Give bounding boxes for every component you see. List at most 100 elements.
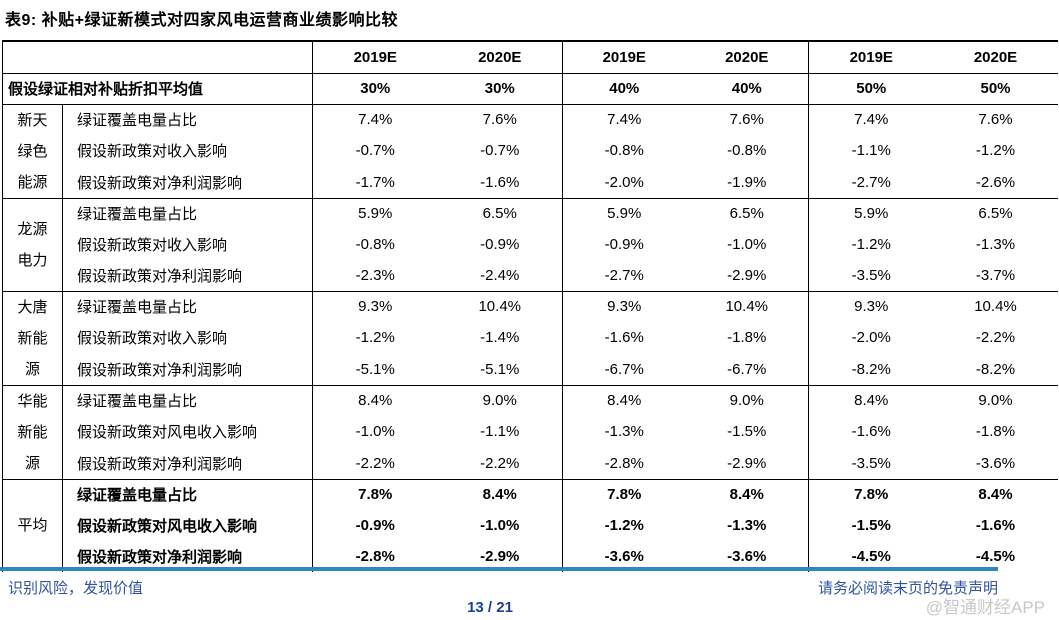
value-cell: -1.0% — [480, 517, 520, 534]
value-cell: 7.4% — [562, 104, 686, 136]
value-cell: -2.0% — [808, 322, 934, 354]
metric-label: 假设新政策对风电收入影响 — [77, 517, 258, 535]
value-cell: 7.6% — [978, 111, 1013, 129]
value-cell: 9.0% — [729, 392, 764, 410]
table-row: 假设新政策对净利润影响 -2.2% -2.2% -2.8% -2.9% -3.5% -3.6… — [3, 447, 1058, 479]
discount-value: 30% — [360, 80, 391, 97]
value-cell: 7.6% — [482, 111, 517, 129]
value-cell: -3.6% — [727, 548, 767, 565]
value-cell: -1.3% — [562, 416, 686, 448]
value-cell: -2.0% — [562, 166, 686, 198]
page-number: 13 / 21 — [467, 599, 513, 616]
watermark: @智通财经APP — [925, 598, 1045, 617]
year-header: 2019E — [808, 41, 934, 73]
corner-cell — [2, 41, 313, 73]
value-cell: -8.2% — [808, 353, 934, 385]
metric-label: 绿证覆盖电量占比 — [77, 298, 198, 317]
value-cell: 6.5% — [978, 205, 1013, 223]
value-cell: -1.6% — [975, 517, 1016, 534]
value-cell: -2.7% — [562, 260, 686, 291]
value-cell: -1.0% — [312, 416, 438, 448]
company-name: 新天 绿色 能源 — [2, 104, 63, 198]
company-name: 华能 新能 源 — [2, 385, 63, 479]
value-cell: 9.3% — [808, 291, 934, 323]
metric-label: 绿证覆盖电量占比 — [77, 111, 198, 130]
value-cell: -0.8% — [312, 229, 438, 260]
year-header: 2019E — [353, 48, 397, 66]
value-cell: -3.6% — [975, 454, 1016, 472]
table-header-row: 2019E 2020E 2019E 2020E 2019E 2020E — [2, 41, 1058, 73]
value-cell: -1.2% — [975, 142, 1016, 160]
value-cell: -1.6% — [562, 322, 686, 354]
value-cell: 6.5% — [729, 205, 764, 223]
value-cell: -2.8% — [562, 447, 686, 479]
comparison-table: 2019E 2020E 2019E 2020E 2019E 2020E 假设绿证… — [2, 40, 1058, 572]
value-cell: -1.7% — [312, 166, 438, 198]
value-cell: -2.9% — [727, 454, 767, 472]
table-row: 大唐 新能 源绿证覆盖电量占比 9.3% 10.4% 9.3% 10.4% 9.3% 10.… — [2, 291, 1058, 385]
metric-label: 假设新政策对净利润影响 — [77, 173, 243, 192]
value-cell: -4.5% — [808, 541, 934, 572]
year-header: 2020E — [725, 48, 769, 66]
value-cell: 5.9% — [808, 198, 934, 229]
discount-value: 50% — [980, 80, 1011, 97]
value-cell: 8.4% — [808, 385, 934, 417]
footer-divider-line — [0, 567, 998, 571]
value-cell: -2.9% — [480, 548, 520, 565]
value-cell: -2.2% — [312, 447, 438, 479]
value-cell: -1.9% — [727, 173, 767, 191]
value-cell: 10.4% — [478, 298, 522, 316]
year-header: 2020E — [973, 48, 1018, 66]
company-name: 龙源 电力 — [2, 198, 63, 291]
metric-label: 假设新政策对收入影响 — [77, 142, 228, 161]
value-cell: 9.3% — [312, 291, 438, 323]
metric-label: 绿证覆盖电量占比 — [77, 205, 198, 224]
year-header: 2019E — [562, 41, 686, 73]
value-cell: -0.9% — [312, 510, 438, 541]
table-row: 假设新政策对净利润影响 -1.7% -1.6% -2.0% -1.9% -2.7% -2.6… — [3, 166, 1058, 198]
value-cell: 8.4% — [562, 385, 686, 417]
value-cell: -0.9% — [562, 229, 686, 260]
value-cell: -2.6% — [975, 173, 1016, 191]
table-row: 假设新政策对净利润影响 -2.8% -2.9% -3.6% -3.6% -4.5% -4.5… — [3, 541, 1058, 572]
value-cell: -0.9% — [480, 236, 520, 253]
value-cell: 8.4% — [729, 486, 764, 504]
value-cell: 7.8% — [562, 479, 686, 510]
metric-label: 假设新政策对净利润影响 — [77, 360, 243, 379]
metric-label: 假设新政策对收入影响 — [77, 236, 228, 254]
value-cell: -3.5% — [808, 447, 934, 479]
value-cell: -1.1% — [480, 423, 520, 441]
value-cell: -3.6% — [562, 541, 686, 572]
table-row: 龙源 电力 绿证覆盖电量占比 5.9% 6.5% 5.9% 6.5% 5.9% 6.5% — [2, 198, 1058, 291]
value-cell: -1.5% — [727, 423, 767, 441]
value-cell: 7.4% — [808, 104, 934, 136]
value-cell: 8.4% — [978, 486, 1013, 504]
discount-value: 30% — [484, 80, 515, 97]
value-cell: -1.6% — [808, 416, 934, 448]
value-cell: -2.2% — [975, 329, 1016, 347]
value-cell: -1.2% — [312, 322, 438, 354]
discount-value: 40% — [562, 73, 686, 104]
table-row: 假设新政策对收入影响 -1.2% -1.4% -1.6% -1.8% -2.0% -2.2% — [3, 322, 1058, 354]
value-cell: -1.5% — [808, 510, 934, 541]
value-cell: 6.5% — [482, 205, 517, 223]
metric-label: 假设新政策对收入影响 — [77, 329, 228, 348]
value-cell: -0.7% — [312, 135, 438, 167]
value-cell: 10.4% — [974, 298, 1017, 316]
value-cell: -2.9% — [727, 266, 767, 284]
value-cell: 5.9% — [562, 198, 686, 229]
value-cell: -2.4% — [480, 266, 520, 284]
table-body: 2019E 2020E 2019E 2020E 2019E 2020E 假设绿证… — [2, 41, 1058, 572]
metric-label: 假设新政策对净利润影响 — [77, 548, 243, 566]
table-row: 新天 绿色 能源 绿证覆盖电量占比 7.4% 7.6% 7.4% 7.6% 7.4% 7.6% — [2, 104, 1058, 198]
value-cell: -1.8% — [975, 423, 1016, 441]
value-cell: -2.8% — [312, 541, 438, 572]
table-row: 假设新政策对风电收入影响 -0.9% -1.0% -1.2% -1.3% -1.5% -1.… — [3, 510, 1058, 541]
value-cell: -2.7% — [808, 166, 934, 198]
value-cell: 8.4% — [312, 385, 438, 417]
table-row: 假设新政策对风电收入影响 -1.0% -1.1% -1.3% -1.5% -1.6% -1.… — [3, 416, 1058, 448]
value-cell: 9.3% — [562, 291, 686, 323]
value-cell: -0.7% — [480, 142, 520, 160]
value-cell: -3.7% — [975, 266, 1016, 284]
value-cell: 5.9% — [312, 198, 438, 229]
